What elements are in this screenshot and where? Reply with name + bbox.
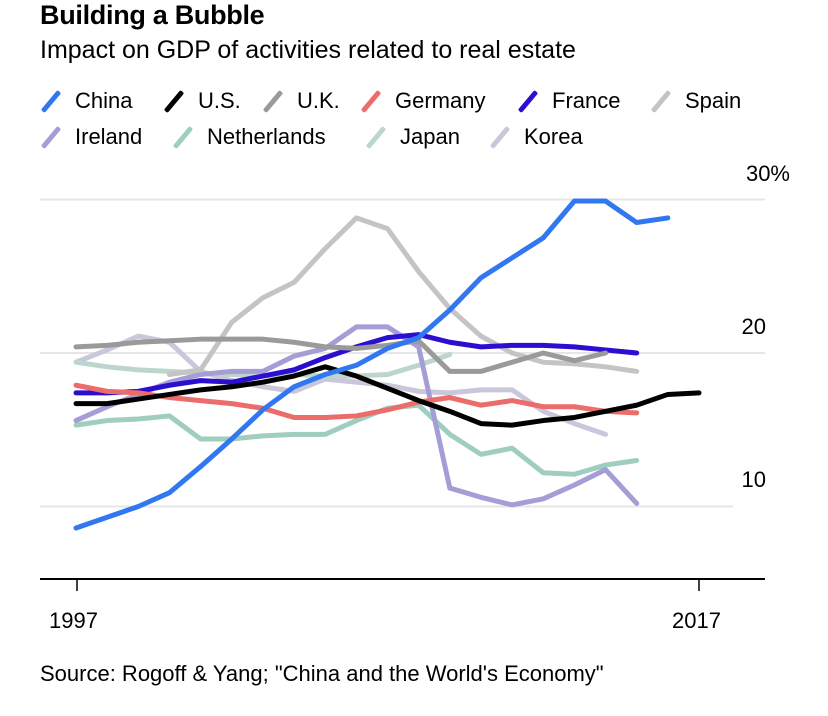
series-line-uk <box>73 336 609 374</box>
chart-title: Building a Bubble <box>40 0 265 30</box>
legend-label: Korea <box>524 124 583 149</box>
legend-label: China <box>75 88 133 113</box>
series-line-netherlands <box>73 402 640 477</box>
y-tick-label-10: 10 <box>741 467 766 492</box>
legend-item-netherlands: Netherlands <box>172 124 326 150</box>
legend-item-germany: Germany <box>360 88 485 114</box>
legend-label: Ireland <box>75 124 143 149</box>
legend-label: Spain <box>685 88 742 113</box>
series-line-china <box>73 198 671 531</box>
legend-item-ireland: Ireland <box>40 124 142 150</box>
y-tick-label-20: 20 <box>741 314 766 339</box>
legend-label: France <box>552 88 621 113</box>
legend-item-korea: Korea <box>489 124 583 150</box>
source-note: Source: Rogoff & Yang; "China and the Wo… <box>40 661 604 686</box>
x-tick-label-1997: 1997 <box>49 608 98 633</box>
y-tick-label-30: 30% <box>745 161 790 186</box>
legend-label: U.K. <box>297 88 340 113</box>
series-line-us <box>73 364 702 428</box>
series-line-ireland <box>73 324 640 508</box>
legend-item-japan: Japan <box>365 124 460 150</box>
legend-label: Japan <box>400 124 460 149</box>
series-line-germany <box>73 382 640 420</box>
series-line-spain <box>166 215 640 377</box>
legend-item-china: China <box>40 88 132 114</box>
chart-subtitle: Impact on GDP of activities related to r… <box>40 36 576 64</box>
legend-item-france: France <box>517 88 620 114</box>
x-tick-label-2017: 2017 <box>672 608 721 633</box>
legend-item-spain: Spain <box>650 88 741 114</box>
legend-label: Germany <box>395 88 486 113</box>
legend-item-uk: U.K. <box>262 88 340 114</box>
legend-label: U.S. <box>198 88 241 113</box>
legend-item-us: U.S. <box>163 88 241 114</box>
legend-label: Netherlands <box>207 124 326 149</box>
